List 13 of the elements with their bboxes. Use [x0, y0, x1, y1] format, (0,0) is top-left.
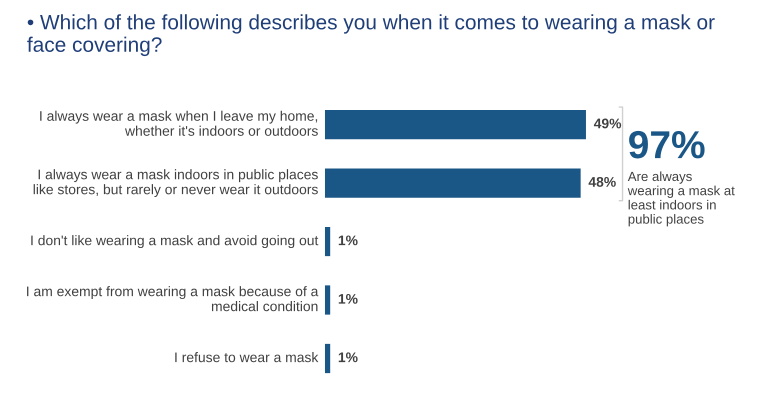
chart-title: • Which of the following describes you when it comes to wearing a mask or face covering? — [27, 14, 715, 56]
y-tick-label: I always wear a mask indoors in public places like stores, but rarely or never wear it outdoors — [34, 169, 318, 198]
y-tick-label: I don't like wearing a mask and avoid going out — [31, 235, 318, 248]
text: Are always wearing a mask at least indoors in public places — [628, 171, 735, 226]
data-label: 49% — [594, 118, 622, 128]
y-tick-label: I refuse to wear a mask — [175, 352, 318, 362]
text: 97% — [629, 130, 705, 158]
data-label: 1% — [338, 294, 358, 304]
y-tick-label: I am exempt from wearing a mask because of a medical condition — [27, 286, 318, 312]
data-label: 1% — [338, 236, 358, 246]
data-label: 48% — [588, 177, 616, 187]
y-tick-label: I always wear a mask when I leave my home, whether it's indoors or outdoors — [40, 110, 318, 136]
data-label: 1% — [338, 352, 358, 362]
